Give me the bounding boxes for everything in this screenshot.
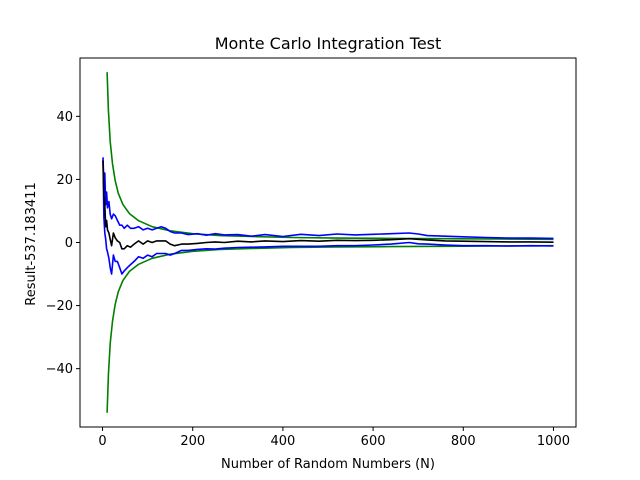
x-tick-label: 1000: [537, 434, 570, 449]
chart-title: Monte Carlo Integration Test: [215, 34, 442, 53]
series-line-2: [102, 157, 554, 240]
series-line-1: [106, 244, 554, 413]
x-tick-label: 200: [180, 434, 205, 449]
x-axis-label: Number of Random Numbers (N): [221, 457, 435, 472]
x-axis: 0 200 400 600 800 1000: [98, 427, 570, 449]
y-tick-label: −20: [46, 299, 73, 314]
x-tick-label: 400: [270, 434, 295, 449]
plot-area: [102, 72, 554, 413]
x-tick-label: 800: [451, 434, 476, 449]
series-line-0: [106, 72, 554, 241]
series-line-3: [102, 160, 554, 275]
y-tick-label: 40: [56, 110, 73, 125]
x-tick-label: 600: [361, 434, 386, 449]
y-axis-label: Result-537.183411: [24, 182, 39, 305]
y-tick-label: 0: [65, 236, 73, 251]
y-axis: −40 −20 0 20 40: [46, 110, 80, 377]
y-tick-label: 20: [56, 173, 73, 188]
series-line-4: [102, 160, 554, 250]
y-tick-label: −40: [46, 362, 73, 377]
x-tick-label: 0: [98, 434, 106, 449]
